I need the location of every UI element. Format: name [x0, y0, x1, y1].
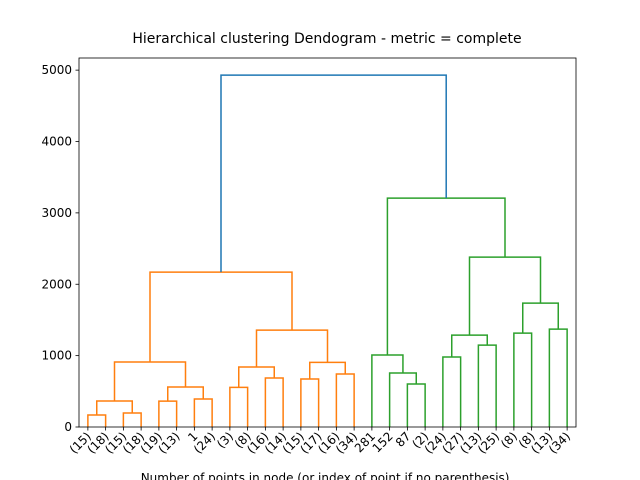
y-tick-label: 0	[64, 420, 72, 434]
y-tick-label: 1000	[41, 349, 72, 363]
dendrogram-link	[220, 74, 447, 273]
dendrogram-link	[386, 197, 506, 356]
dendrogram-link	[113, 361, 187, 402]
dendrogram-link	[264, 377, 284, 427]
chart-title: Hierarchical clustering Dendogram - metr…	[132, 31, 521, 47]
dendrogram-link	[442, 356, 462, 427]
y-tick-label: 5000	[41, 63, 72, 77]
dendrogram-link	[468, 256, 542, 336]
dendrogram-link	[122, 412, 142, 427]
dendrogram-link	[451, 334, 488, 358]
dendrogram-link	[158, 400, 178, 427]
dendrogram-link	[388, 372, 417, 427]
y-tick-label: 4000	[41, 135, 72, 149]
dendrogram-link	[548, 328, 568, 427]
dendrogram-link	[255, 329, 329, 368]
dendrogram-link	[238, 366, 275, 388]
dendrogram-link	[371, 354, 404, 427]
x-tick-label: (24)	[191, 429, 218, 456]
plot-frame	[78, 57, 577, 428]
dendrogram-link	[406, 383, 426, 427]
dendrogram-link	[149, 271, 293, 363]
y-tick-label: 2000	[41, 277, 72, 291]
dendrogram-link	[335, 373, 355, 427]
dendrogram-link	[229, 386, 249, 427]
x-axis-label: Number of points in node (or index of po…	[141, 471, 514, 480]
y-tick-label: 3000	[41, 206, 72, 220]
x-tick-label: (25)	[475, 429, 502, 456]
x-tick-label: (34)	[546, 429, 573, 456]
x-tick-label: 152	[370, 429, 396, 455]
dendrogram-link	[87, 414, 107, 427]
dendrogram-link	[513, 332, 533, 427]
x-tick-label: (13)	[155, 429, 182, 456]
dendrogram-link	[193, 398, 213, 427]
dendrogram-link	[477, 344, 497, 427]
dendrogram-link	[300, 378, 320, 427]
dendrogram-link	[309, 361, 346, 380]
